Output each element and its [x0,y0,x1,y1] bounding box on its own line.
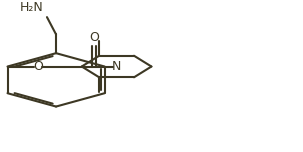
Text: H₂N: H₂N [20,1,44,14]
Text: O: O [33,60,43,73]
Text: O: O [89,31,99,44]
Text: N: N [112,60,121,73]
